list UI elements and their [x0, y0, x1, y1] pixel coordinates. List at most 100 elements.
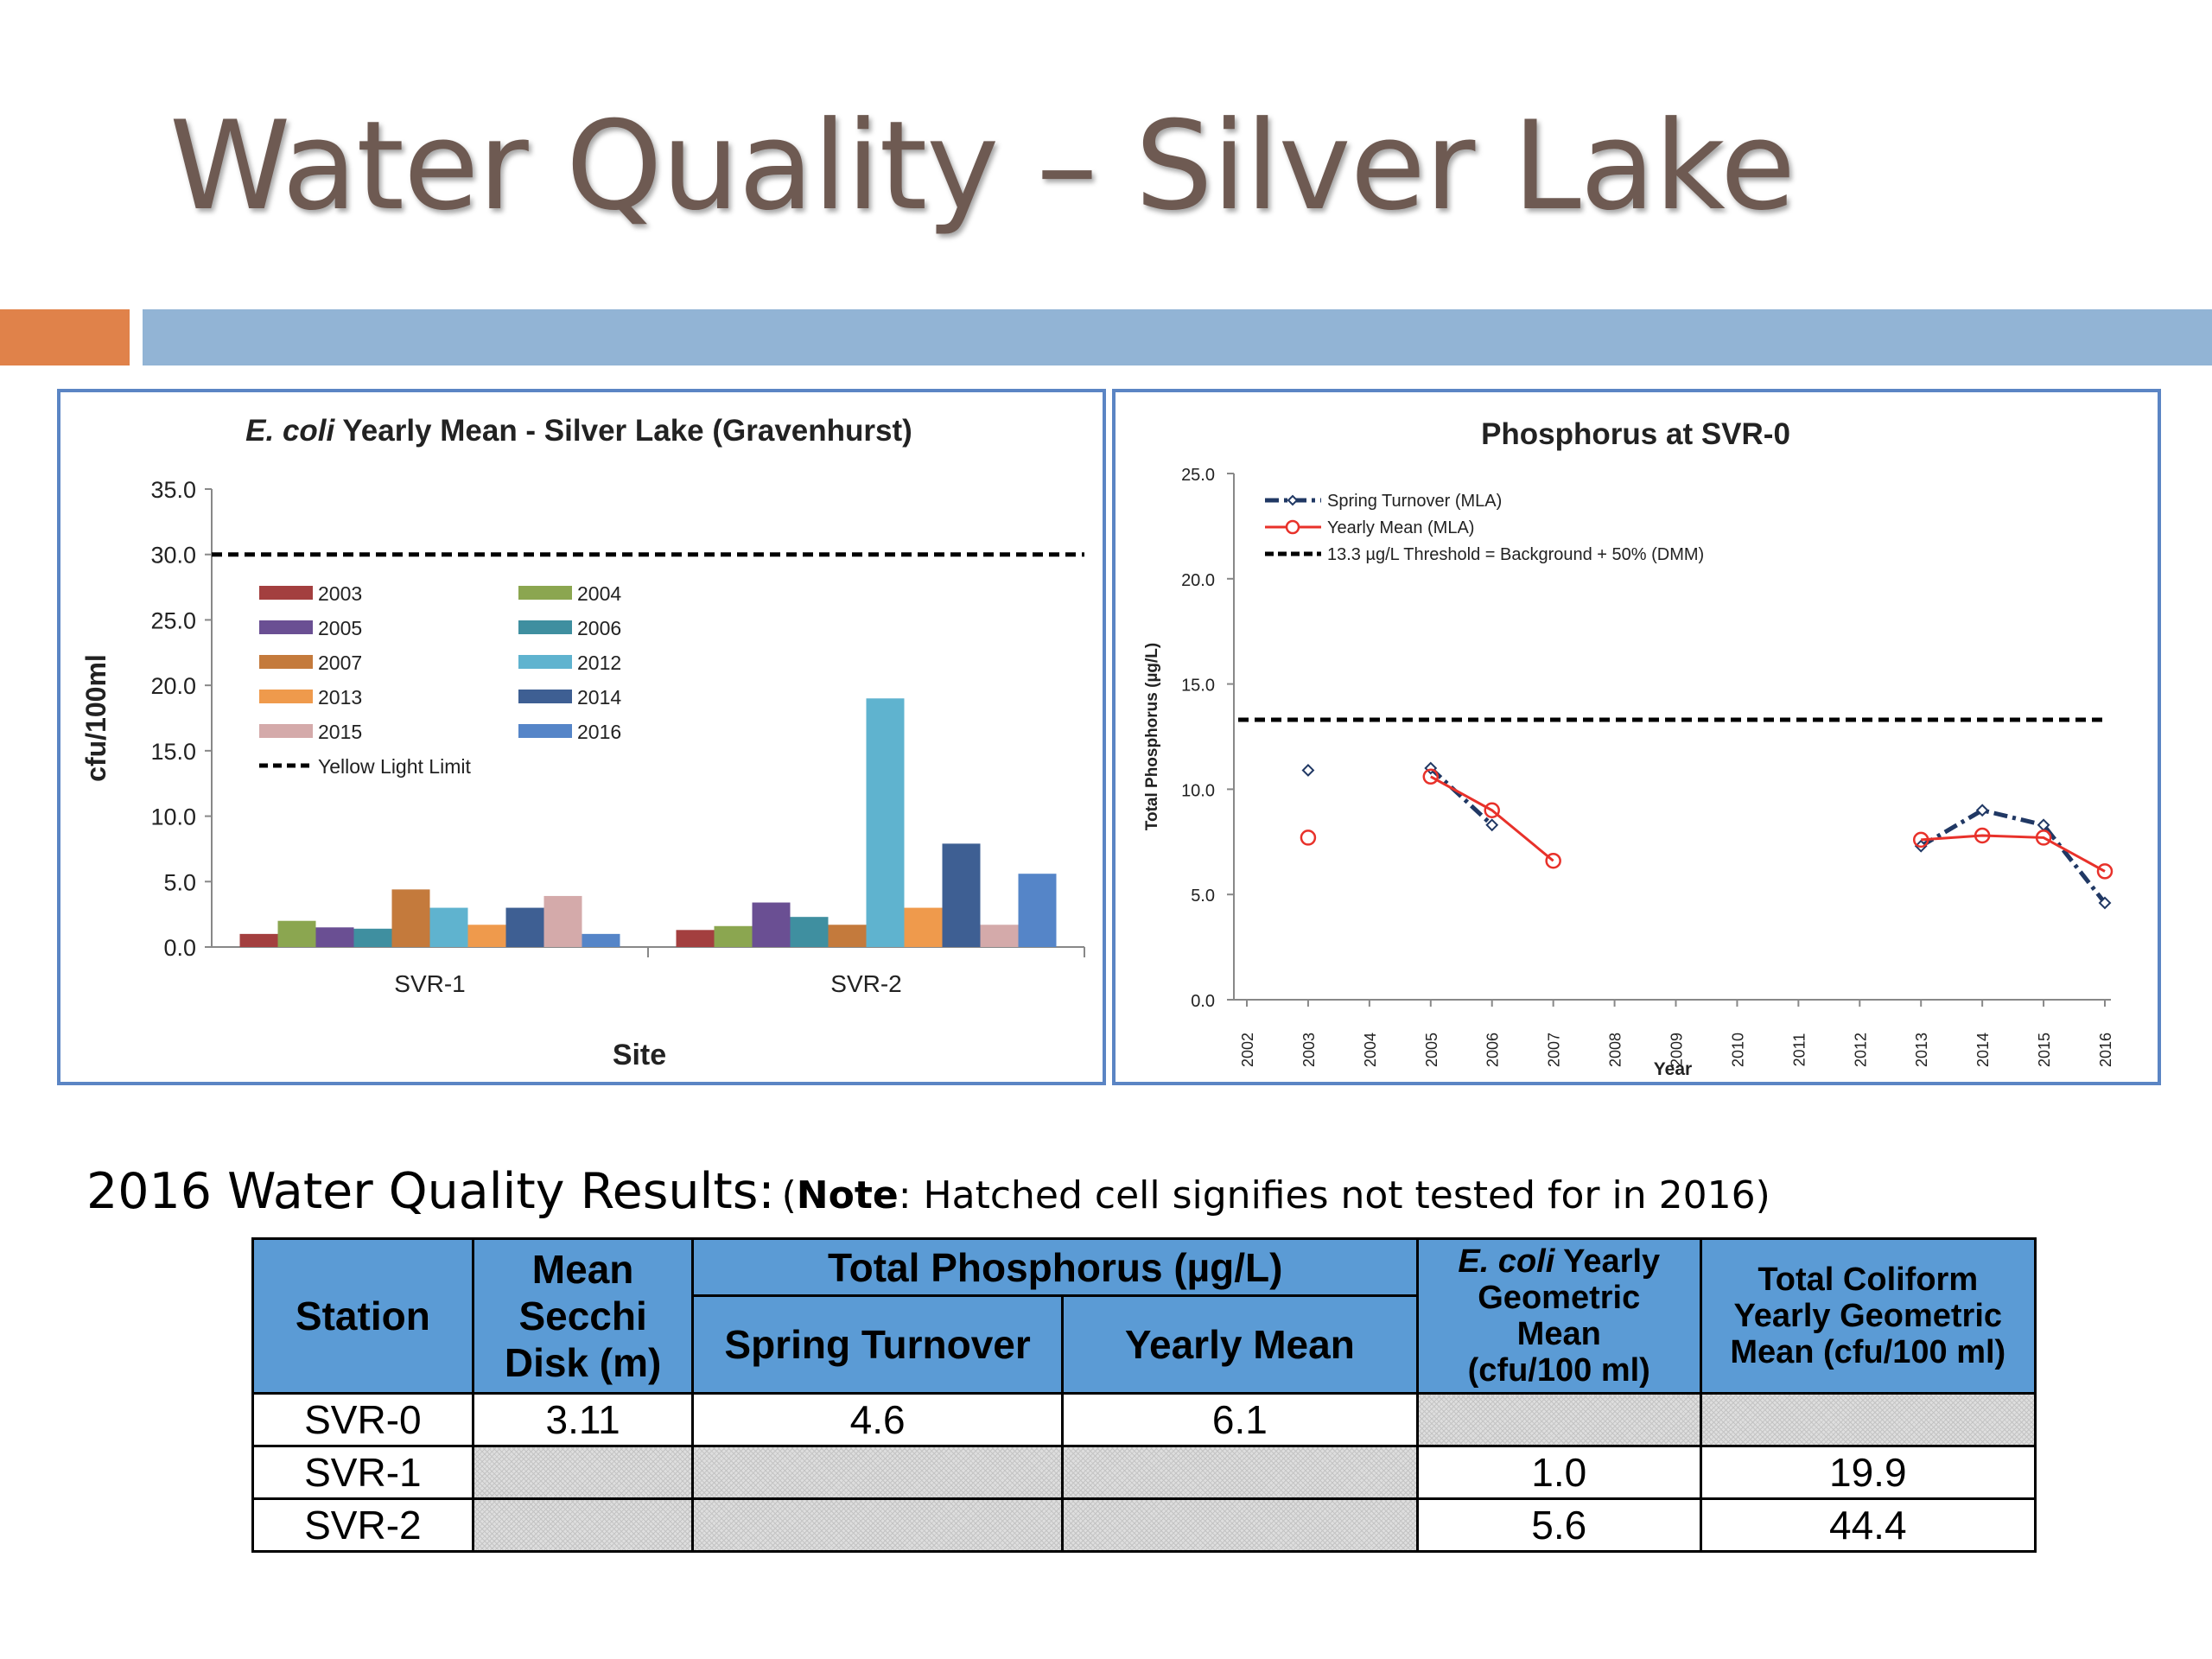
- x-tick-label: SVR-1: [394, 970, 465, 997]
- legend-label-2006: 2006: [577, 617, 621, 639]
- bar-2014-SVR-2: [942, 843, 981, 947]
- note-text: : Hatched cell signifies not tested for …: [898, 1173, 1770, 1217]
- y-tick-label: 0.0: [163, 935, 196, 961]
- chart-title: Phosphorus at SVR-0: [1481, 417, 1790, 451]
- cell-ecoli: 1.0: [1415, 1445, 1702, 1500]
- point-yearly-mean-2007: [1545, 852, 1561, 869]
- chart-title: E. coli Yearly Mean - Silver Lake (Grave…: [245, 414, 912, 448]
- legend-label-yearly-mean: Yearly Mean (MLA): [1327, 518, 1474, 537]
- results-heading: 2016 Water Quality Results: (Note: Hatche…: [86, 1163, 1770, 1220]
- legend-swatch-2014: [518, 690, 572, 703]
- cell-tp-yearly: 6.1: [1060, 1392, 1419, 1447]
- note-label: Note: [796, 1173, 899, 1217]
- series-line-spring-turnover: [1429, 766, 1494, 827]
- cell-secchi-hatched: [471, 1445, 695, 1500]
- bar-2007-SVR-1: [391, 889, 430, 947]
- x-tick-label: 2014: [1974, 1033, 1992, 1067]
- bar-2006-SVR-1: [353, 928, 392, 947]
- legend-label-threshold: 13.3 µg/L Threshold = Background + 50% (…: [1327, 545, 1704, 564]
- point-spring-turnover-2016: [2098, 896, 2112, 910]
- point-yearly-mean-2003: [1300, 830, 1317, 846]
- bar-2003-SVR-1: [239, 933, 278, 947]
- legend-swatch-2006: [518, 620, 572, 634]
- header-spring-turnover: Spring Turnover: [691, 1294, 1064, 1395]
- legend-label-2014: 2014: [577, 686, 621, 709]
- cell-coliform: 19.9: [1699, 1445, 2037, 1500]
- cell-coliform-hatched: [1699, 1392, 2037, 1447]
- legend-label-spring-turnover: Spring Turnover (MLA): [1327, 492, 1502, 511]
- header-total-coliform: Total Coliform Yearly Geometric Mean (cfu/…: [1699, 1237, 2037, 1395]
- cell-coliform: 44.4: [1699, 1497, 2037, 1553]
- legend-swatch-2004: [518, 586, 572, 600]
- cell-station: SVR-0: [251, 1392, 474, 1447]
- bar-2014-SVR-1: [505, 907, 544, 947]
- x-tick-label: 2005: [1423, 1033, 1440, 1067]
- bar-2005-SVR-2: [752, 902, 791, 947]
- y-tick-label: 5.0: [1191, 887, 1215, 906]
- bar-2005-SVR-1: [315, 927, 354, 947]
- legend-marker-yearly-mean: [1285, 519, 1300, 535]
- x-tick-label: 2011: [1790, 1033, 1808, 1067]
- cell-tp-spring-hatched: [691, 1497, 1064, 1553]
- legend-swatch-2013: [259, 690, 313, 703]
- results-table: Station Mean Secchi Disk (m) Total Phospho…: [251, 1237, 2037, 1553]
- legend-swatch-2007: [259, 655, 313, 669]
- legend-label-2012: 2012: [577, 652, 621, 674]
- results-heading-text: 2016 Water Quality Results: [86, 1163, 759, 1220]
- header-station: Station: [251, 1237, 474, 1395]
- bar-2012-SVR-1: [429, 907, 468, 947]
- legend-swatch-2015: [259, 724, 313, 738]
- y-tick-label: 0.0: [1191, 992, 1215, 1011]
- x-tick-label: 2016: [2097, 1033, 2114, 1067]
- legend-swatch-2016: [518, 724, 572, 738]
- bar-2003-SVR-2: [676, 930, 715, 947]
- x-axis-label: Year: [1654, 1059, 1692, 1079]
- cell-tp-spring: 4.6: [691, 1392, 1064, 1447]
- series-line-yearly-mean: [1430, 775, 1554, 862]
- x-axis-label: Site: [613, 1039, 666, 1071]
- legend-swatch-2012: [518, 655, 572, 669]
- legend-label-2005: 2005: [318, 617, 362, 639]
- x-tick-label: 2012: [1852, 1033, 1869, 1067]
- y-tick-label: 25.0: [150, 607, 196, 633]
- header-secchi: Mean Secchi Disk (m): [471, 1237, 695, 1395]
- accent-bar-orange: [0, 309, 130, 365]
- header-total-phosphorus: Total Phosphorus (µg/L): [691, 1237, 1419, 1297]
- bar-2006-SVR-2: [790, 917, 829, 947]
- y-tick-label: 20.0: [150, 673, 196, 699]
- x-tick-label: 2008: [1607, 1033, 1624, 1067]
- ecoli-chart: E. coli Yearly Mean - Silver Lake (Grave…: [80, 414, 1085, 1071]
- bar-2013-SVR-1: [467, 925, 506, 947]
- results-heading-colon: :: [758, 1163, 775, 1220]
- point-yearly-mean-2005: [1422, 768, 1440, 785]
- y-tick-label: 20.0: [1181, 571, 1215, 590]
- legend-label-2013: 2013: [318, 686, 362, 709]
- x-tick-label: 2010: [1729, 1033, 1746, 1067]
- legend-label-2015: 2015: [318, 721, 362, 743]
- bar-2013-SVR-2: [904, 907, 943, 947]
- y-tick-label: 30.0: [150, 543, 196, 569]
- bar-2004-SVR-1: [277, 920, 316, 947]
- legend-label-2016: 2016: [577, 721, 621, 743]
- x-tick-label: 2009: [1669, 1033, 1686, 1067]
- chart-title-italic: E. coli: [245, 414, 335, 448]
- x-tick-label: 2003: [1300, 1033, 1318, 1067]
- legend-label-reference: Yellow Light Limit: [318, 755, 471, 778]
- bar-2012-SVR-2: [866, 698, 905, 947]
- y-tick-label: 35.0: [150, 477, 196, 503]
- x-tick-label: 2002: [1239, 1033, 1256, 1067]
- table-row: SVR-1 1.0 19.9: [251, 1445, 2037, 1500]
- series-line-yearly-mean: [1921, 834, 2106, 873]
- cell-ecoli-hatched: [1415, 1392, 1702, 1447]
- y-tick-label: 10.0: [150, 804, 196, 830]
- ecoli-chart-panel: E. coli Yearly Mean - Silver Lake (Grave…: [57, 389, 1106, 1085]
- phosphorus-chart-panel: Phosphorus at SVR-0 0.0 5.0 10.0 15.0 20.0 25.…: [1112, 389, 2161, 1085]
- y-axis-label: cfu/100ml: [80, 654, 111, 782]
- header-yearly-mean: Yearly Mean: [1060, 1294, 1419, 1395]
- point-yearly-mean-2006: [1484, 802, 1500, 819]
- cell-secchi: 3.11: [471, 1392, 695, 1447]
- cell-ecoli: 5.6: [1415, 1497, 1702, 1553]
- legend-marker-spring-turnover: [1287, 494, 1299, 506]
- point-spring-turnover-2006: [1485, 818, 1499, 832]
- point-yearly-mean-2013: [1912, 831, 1929, 849]
